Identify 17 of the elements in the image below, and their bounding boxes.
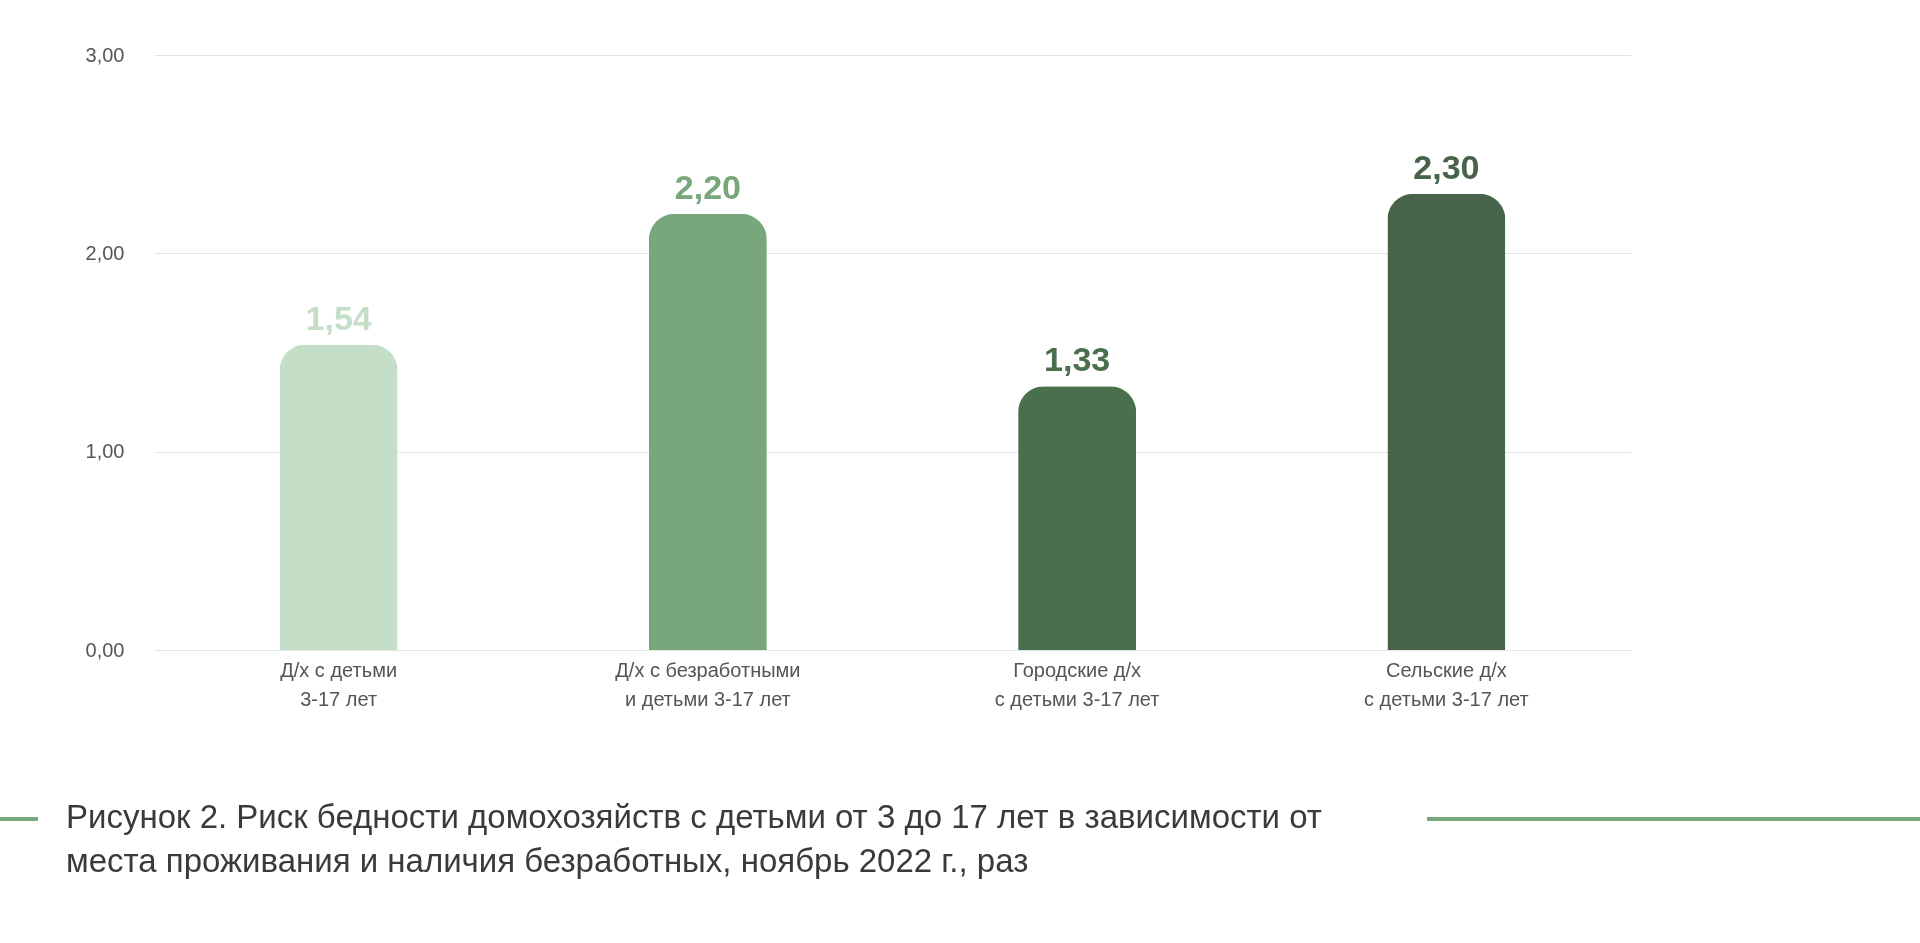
x-tick-label: Сельские д/х с детьми 3-17 лет: [1364, 658, 1529, 710]
y-tick-label: 2,00: [85, 241, 125, 264]
data-label: 1,54: [305, 298, 372, 337]
bar: [279, 344, 398, 650]
x-tick-label: Д/х с безработными и детьми 3-17 лет: [615, 658, 801, 710]
bar: [648, 213, 767, 650]
text: Рисунок 2. Риск бедности домохозяйств с детьми от 3 до 17 лет в зависимости от места проживания и наличия безработных, ноябрь 2022 г., раз: [66, 797, 1323, 881]
y-tick-label: 3,00: [85, 43, 125, 66]
data-label: 2,20: [674, 167, 741, 206]
data-label: 2,30: [1413, 147, 1480, 186]
x-tick-label: Д/х с детьми 3-17 лет: [280, 658, 398, 710]
x-tick-label: Городские д/х с детьми 3-17 лет: [994, 658, 1160, 710]
y-tick-label: 0,00: [85, 638, 125, 661]
data-label: 1,33: [1044, 340, 1111, 379]
bar: [1387, 193, 1506, 650]
y-tick-label: 1,00: [85, 440, 125, 463]
bar: [1018, 386, 1137, 650]
